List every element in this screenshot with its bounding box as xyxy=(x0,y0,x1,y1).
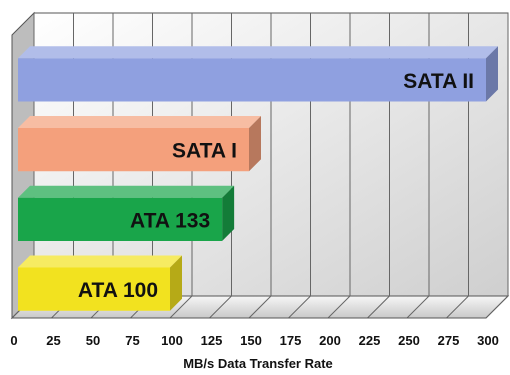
floor-gridline-225 xyxy=(367,295,390,319)
bar-front-face xyxy=(18,58,486,102)
bar-label: ATA 133 xyxy=(130,209,210,232)
tick-label-250: 250 xyxy=(398,333,420,348)
bar-front-face xyxy=(18,128,249,172)
bar-top-face xyxy=(18,46,498,59)
tick-label-75: 75 xyxy=(125,333,139,348)
bar-top-face xyxy=(18,185,235,198)
bar-front-face xyxy=(18,197,223,241)
x-axis-ticks: 0 25 50 75 100 125 150 175 200 225 250 275 300 xyxy=(10,333,498,348)
tick-label-275: 275 xyxy=(438,333,460,348)
floor-gridline-100 xyxy=(169,295,193,319)
bar-ata-100 xyxy=(18,255,182,311)
tick-label-100: 100 xyxy=(161,333,183,348)
floor-gridline-125 xyxy=(209,295,232,319)
bar-label: ATA 100 xyxy=(78,279,158,302)
bar-front-face xyxy=(18,267,170,311)
bar-end-face xyxy=(249,116,261,172)
tick-label-0: 0 xyxy=(10,333,17,348)
bar-label: SATA I xyxy=(172,140,237,163)
tick-label-125: 125 xyxy=(201,333,223,348)
x-axis-title: MB/s Data Transfer Rate xyxy=(183,356,333,371)
floor-gridline-175 xyxy=(288,295,311,319)
floor-gridline-150 xyxy=(248,295,272,319)
bar-end-face xyxy=(170,255,182,311)
floor-gridline-275 xyxy=(446,295,469,319)
floor-gridline-200 xyxy=(327,295,351,319)
tick-label-300: 300 xyxy=(477,333,499,348)
tick-label-200: 200 xyxy=(319,333,341,348)
bar-sata-ii xyxy=(18,46,498,102)
tick-label-25: 25 xyxy=(46,333,60,348)
tick-label-175: 175 xyxy=(280,333,302,348)
bar-label: SATA II xyxy=(403,70,474,93)
bar-end-face xyxy=(222,185,235,241)
floor-gridline-300 xyxy=(485,295,509,319)
bar-ata-133 xyxy=(18,185,235,241)
tick-label-150: 150 xyxy=(240,333,262,348)
bar-end-face xyxy=(486,46,498,102)
tick-label-50: 50 xyxy=(86,333,100,348)
bars xyxy=(18,46,498,311)
bar-labels: SATA II SATA I ATA 133 ATA 100 xyxy=(78,70,474,302)
tick-label-225: 225 xyxy=(359,333,381,348)
bar-top-face xyxy=(18,255,182,268)
floor-gridline-250 xyxy=(406,295,430,319)
bar-top-face xyxy=(18,116,261,129)
bar-sata-i xyxy=(18,116,261,172)
